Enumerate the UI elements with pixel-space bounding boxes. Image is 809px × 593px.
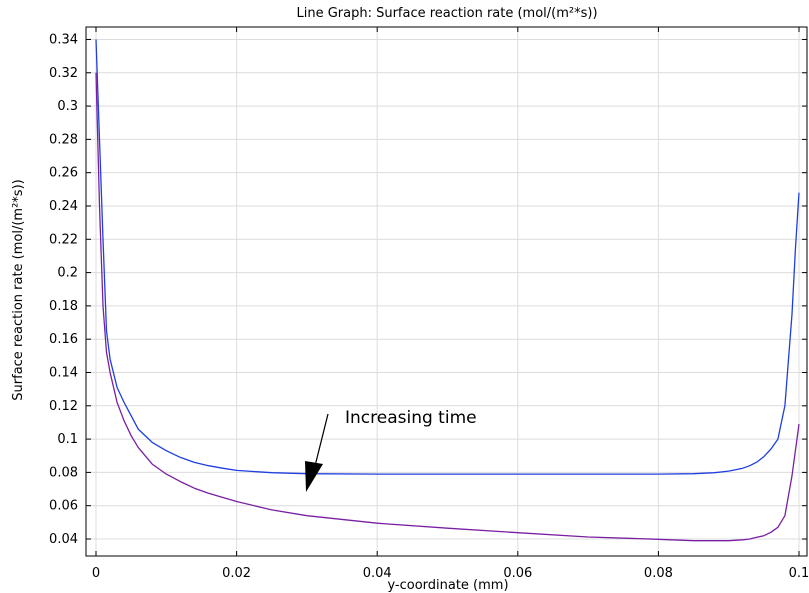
y-tick-label: 0.26 bbox=[49, 166, 78, 181]
y-tick-label: 0.24 bbox=[49, 199, 78, 214]
y-tick-labels: 0.04 0.06 0.08 0.1 0.12 0.14 0.16 0.18 0.2 0.22 0.… bbox=[49, 32, 807, 547]
y-tick-label: 0.18 bbox=[49, 299, 78, 314]
annotation-arrowhead bbox=[305, 461, 323, 492]
x-axis-label: y-coordinate (mm) bbox=[387, 578, 508, 593]
chart-title: Line Graph: Surface reaction rate (mol/(… bbox=[296, 6, 597, 21]
plot-frame bbox=[85, 26, 808, 557]
y-tick-label: 0.1 bbox=[57, 432, 78, 447]
annotation-arrow bbox=[305, 413, 329, 492]
y-tick-label: 0.28 bbox=[49, 132, 78, 147]
x-tick-label: 0.02 bbox=[222, 566, 251, 581]
x-tick-label: 0.06 bbox=[503, 566, 532, 581]
y-tick-label: 0.12 bbox=[49, 399, 78, 414]
series-line-2 bbox=[95, 72, 800, 542]
y-tick-label: 0.04 bbox=[49, 532, 78, 547]
y-tick-label: 0.16 bbox=[49, 332, 78, 347]
y-tick-label: 0.3 bbox=[57, 99, 78, 114]
gridlines bbox=[86, 27, 807, 556]
y-tick-label: 0.34 bbox=[49, 32, 78, 47]
series-layer bbox=[95, 39, 800, 542]
y-tick-label: 0.06 bbox=[49, 499, 78, 514]
x-tick-label: 0.04 bbox=[363, 566, 392, 581]
x-tick-label: 0 bbox=[92, 566, 100, 581]
x-tick-labels: 0 0.02 0.04 0.06 0.08 0.1 bbox=[92, 27, 809, 581]
y-axis-label: Surface reaction rate (mol/(m²*s)) bbox=[11, 179, 26, 400]
y-tick-label: 0.22 bbox=[49, 232, 78, 247]
y-tick-label: 0.32 bbox=[49, 66, 78, 81]
y-tick-label: 0.14 bbox=[49, 365, 78, 380]
annotation-text: Increasing time bbox=[345, 408, 477, 428]
annotation-arrow-shaft bbox=[314, 413, 329, 467]
series-line-1 bbox=[95, 39, 800, 475]
y-tick-label: 0.2 bbox=[57, 266, 78, 281]
x-tick-label: 0.08 bbox=[644, 566, 673, 581]
x-tick-label: 0.1 bbox=[789, 566, 809, 581]
y-tick-label: 0.08 bbox=[49, 465, 78, 480]
